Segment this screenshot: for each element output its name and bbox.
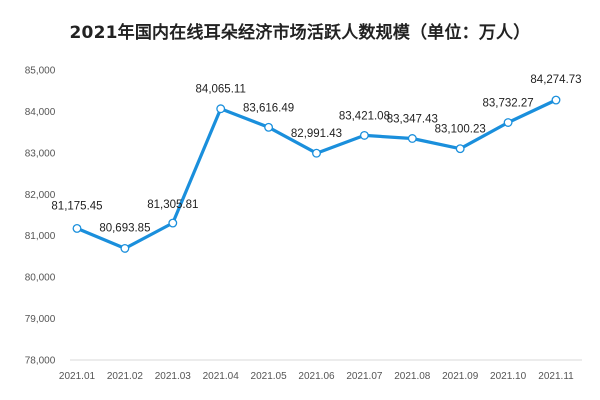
chart-title: 2021年国内在线耳朵经济市场活跃人数规模（单位：万人） bbox=[69, 23, 531, 43]
data-label: 83,347.43 bbox=[387, 113, 438, 125]
data-point bbox=[312, 148, 321, 158]
data-point bbox=[168, 218, 178, 228]
y-tick-label: 81,000 bbox=[25, 231, 56, 242]
y-tick-label: 84,000 bbox=[25, 107, 56, 118]
y-tick-label: 78,000 bbox=[25, 356, 56, 367]
x-tick-label: 2021.09 bbox=[442, 371, 479, 382]
data-point bbox=[407, 134, 417, 143]
data-point bbox=[216, 104, 226, 114]
x-tick-label: 2021.06 bbox=[298, 371, 335, 382]
x-tick-label: 2021.10 bbox=[490, 371, 527, 382]
y-axis: 78,000 79,000 80,000 81,000 82,000 83,000 84,0… bbox=[25, 66, 56, 367]
y-tick-label: 82,000 bbox=[25, 190, 56, 201]
data-point bbox=[264, 122, 274, 132]
data-label: 83,100.23 bbox=[435, 124, 486, 136]
data-point bbox=[359, 130, 369, 140]
y-tick-label: 83,000 bbox=[25, 148, 56, 159]
data-point bbox=[551, 95, 561, 105]
x-tick-label: 2021.02 bbox=[107, 371, 144, 382]
data-label: 81,305.81 bbox=[147, 199, 198, 211]
data-label: 84,274.73 bbox=[530, 74, 581, 86]
y-tick-label: 79,000 bbox=[25, 314, 56, 325]
data-point bbox=[72, 223, 82, 233]
y-tick-label: 85,000 bbox=[25, 66, 56, 77]
data-points bbox=[72, 95, 561, 253]
data-label: 81,175.45 bbox=[51, 200, 102, 212]
data-point bbox=[503, 118, 513, 127]
data-point bbox=[455, 144, 465, 154]
x-tick-label: 2021.03 bbox=[155, 371, 192, 382]
y-tick-label: 80,000 bbox=[25, 273, 56, 284]
data-label: 82,991.43 bbox=[291, 128, 342, 140]
data-label: 84,065.11 bbox=[196, 84, 246, 96]
x-tick-label: 2021.04 bbox=[203, 371, 240, 382]
data-labels: 81,175.45 80,693.85 81,305.81 84,065.11 83,6… bbox=[51, 74, 581, 234]
data-label: 83,732.27 bbox=[483, 98, 534, 110]
data-label: 83,616.49 bbox=[243, 102, 294, 114]
x-tick-label: 2021.07 bbox=[346, 371, 383, 382]
data-label: 83,421.08 bbox=[339, 110, 390, 122]
x-tick-label: 2021.01 bbox=[59, 371, 96, 382]
x-axis: 2021.01 2021.02 2021.03 2021.04 2021.05 2021.… bbox=[59, 359, 582, 382]
x-tick-label: 2021.08 bbox=[394, 371, 431, 382]
data-point bbox=[120, 243, 130, 253]
x-tick-label: 2021.11 bbox=[538, 371, 574, 382]
data-label: 80,693.85 bbox=[99, 222, 150, 234]
x-tick-label: 2021.05 bbox=[251, 371, 288, 382]
